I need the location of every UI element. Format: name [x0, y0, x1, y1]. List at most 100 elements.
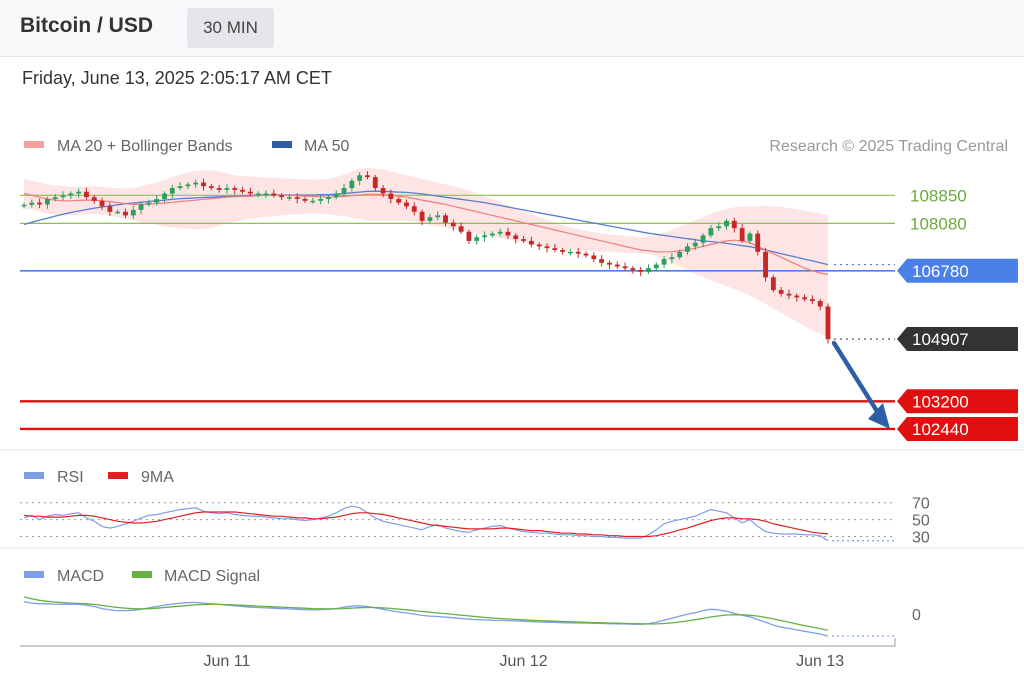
rsi-tick-label: 30	[912, 530, 930, 547]
price-candle	[630, 266, 636, 274]
price-candle	[60, 191, 66, 201]
candle-body	[286, 197, 292, 199]
candle-body	[536, 244, 542, 247]
macd-signal-line	[23, 596, 829, 631]
price-candle	[201, 178, 206, 191]
candle-body	[474, 237, 480, 241]
candle-body	[544, 246, 550, 249]
candle-body	[435, 215, 441, 218]
price-candle	[372, 174, 378, 191]
candle-body	[84, 191, 89, 198]
time-axis: Jun 11 Jun 12 Jun 13	[204, 638, 896, 670]
candle-body	[380, 188, 386, 194]
candle-body	[716, 226, 722, 229]
price-candle	[739, 224, 745, 244]
candle-body	[614, 264, 620, 267]
candle-body	[560, 250, 566, 252]
price-candle	[521, 235, 526, 244]
price-candle	[91, 194, 97, 204]
candle-body	[240, 189, 245, 192]
price-candle	[68, 191, 74, 199]
candle-body	[29, 202, 35, 205]
candle-body	[123, 211, 128, 216]
blue-swatch-icon	[24, 571, 44, 578]
support-label: 102440	[912, 420, 969, 439]
candle-body	[599, 259, 605, 263]
candle-body	[638, 270, 644, 272]
candle-body	[208, 186, 214, 189]
candle-body	[404, 202, 409, 207]
price-plot: 108850 108080 106780 103200 102440 104907	[20, 168, 1018, 441]
price-candle	[169, 184, 175, 198]
price-candle	[107, 202, 113, 217]
candle-body	[146, 202, 152, 205]
rsi-legend: RSI 9MA	[24, 469, 174, 486]
last-price-tag	[897, 327, 1018, 352]
price-candle	[466, 229, 472, 244]
candle-body	[294, 197, 300, 199]
price-candle	[279, 193, 285, 201]
price-candle	[310, 197, 316, 204]
candle-body	[388, 193, 394, 199]
candle-body	[809, 299, 815, 302]
support-label: 103200	[912, 392, 969, 411]
price-candle	[286, 194, 292, 201]
price-candle	[154, 194, 160, 206]
price-candle	[271, 189, 277, 198]
legend-macd: MACD	[57, 568, 104, 585]
legend-ma20-bollinger: MA 20 + Bollinger Bands	[57, 138, 233, 155]
price-candle	[786, 289, 792, 300]
price-candle	[716, 222, 722, 232]
candle-body	[443, 215, 448, 223]
rsi-9ma-line	[23, 511, 829, 538]
price-candle	[575, 247, 581, 259]
price-candle	[567, 248, 573, 256]
legend-rsi: RSI	[57, 469, 84, 486]
price-candle	[825, 303, 831, 344]
price-candle	[84, 187, 89, 200]
price-candle	[755, 230, 761, 256]
macd-plot: 0	[23, 596, 921, 637]
support-tag	[897, 416, 1018, 441]
legend-macd-signal: MACD Signal	[164, 568, 260, 585]
candle-body	[247, 191, 253, 194]
legend-rsi-9ma: 9MA	[141, 469, 174, 486]
price-candle	[544, 243, 550, 253]
price-candle	[646, 264, 651, 275]
price-candle	[427, 214, 433, 224]
price-candle	[123, 208, 128, 219]
price-candle	[528, 236, 534, 248]
macd-legend: MACD MACD Signal	[24, 568, 260, 585]
price-candle	[731, 217, 737, 233]
price-candle	[809, 295, 815, 304]
pivot-label: 106780	[912, 262, 969, 281]
candle-body	[591, 255, 597, 260]
price-candle	[380, 184, 386, 198]
green-swatch-icon	[132, 571, 152, 578]
price-candle	[76, 188, 82, 198]
price-candle	[474, 234, 480, 245]
candle-body	[646, 268, 651, 272]
candle-body	[458, 226, 464, 232]
candle-body	[365, 175, 370, 178]
research-credit: Research © 2025 Trading Central	[769, 138, 1008, 155]
price-candle	[435, 211, 441, 221]
price-candle	[240, 186, 245, 194]
timeframe-button[interactable]: 30 MIN	[187, 8, 274, 48]
price-candle	[185, 182, 191, 190]
price-candle	[489, 231, 495, 238]
macd-line	[23, 601, 829, 637]
candle-body	[52, 197, 58, 199]
price-candle	[263, 190, 269, 198]
rsi-line	[23, 505, 829, 542]
candle-body	[44, 198, 50, 205]
price-candle	[44, 196, 50, 209]
price-candle	[177, 182, 183, 191]
bollinger-band-area	[24, 168, 828, 338]
candle-body	[21, 204, 27, 207]
candle-body	[396, 198, 402, 203]
candle-body	[91, 197, 97, 201]
candle-body	[607, 262, 612, 265]
red-swatch-icon	[108, 472, 128, 479]
